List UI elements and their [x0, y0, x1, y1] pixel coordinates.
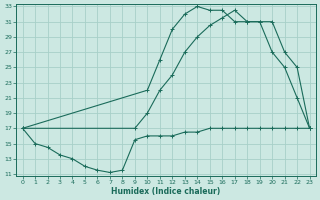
- X-axis label: Humidex (Indice chaleur): Humidex (Indice chaleur): [111, 187, 221, 196]
